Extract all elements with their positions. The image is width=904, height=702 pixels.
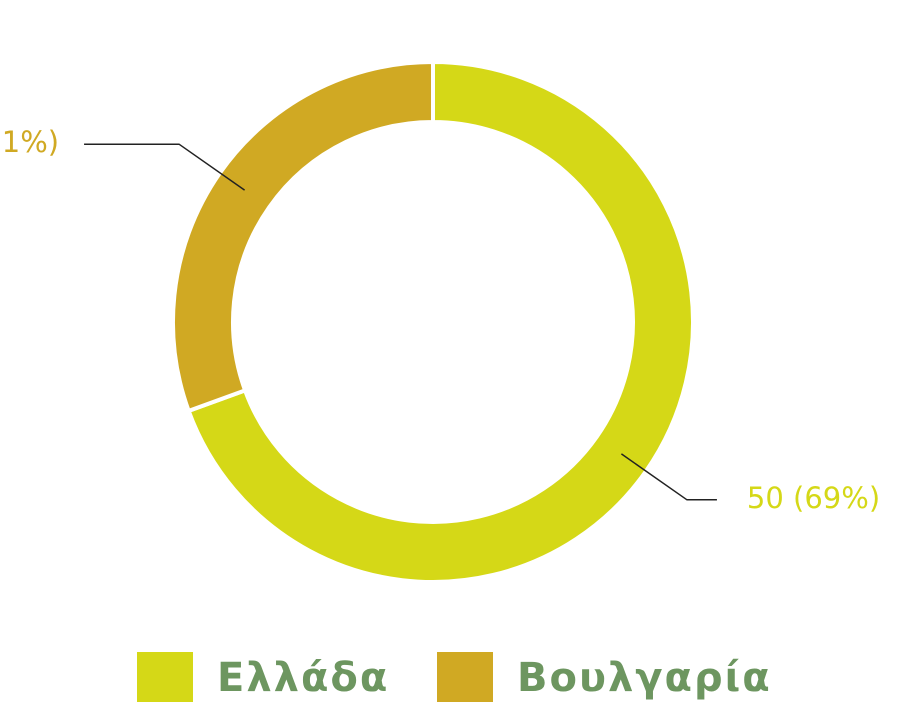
leader-line [84, 143, 246, 191]
leader-line [620, 453, 717, 501]
legend-label: Βουλγαρία [517, 655, 772, 701]
value-label: 22 (31%) [0, 125, 59, 159]
legend-swatch [137, 652, 193, 702]
donut-slice [186, 59, 695, 584]
legend-label: Ελλάδα [217, 655, 389, 701]
value-label: 50 (69%) [747, 481, 880, 515]
legend-swatch [437, 652, 493, 702]
donut-slice [171, 59, 435, 414]
